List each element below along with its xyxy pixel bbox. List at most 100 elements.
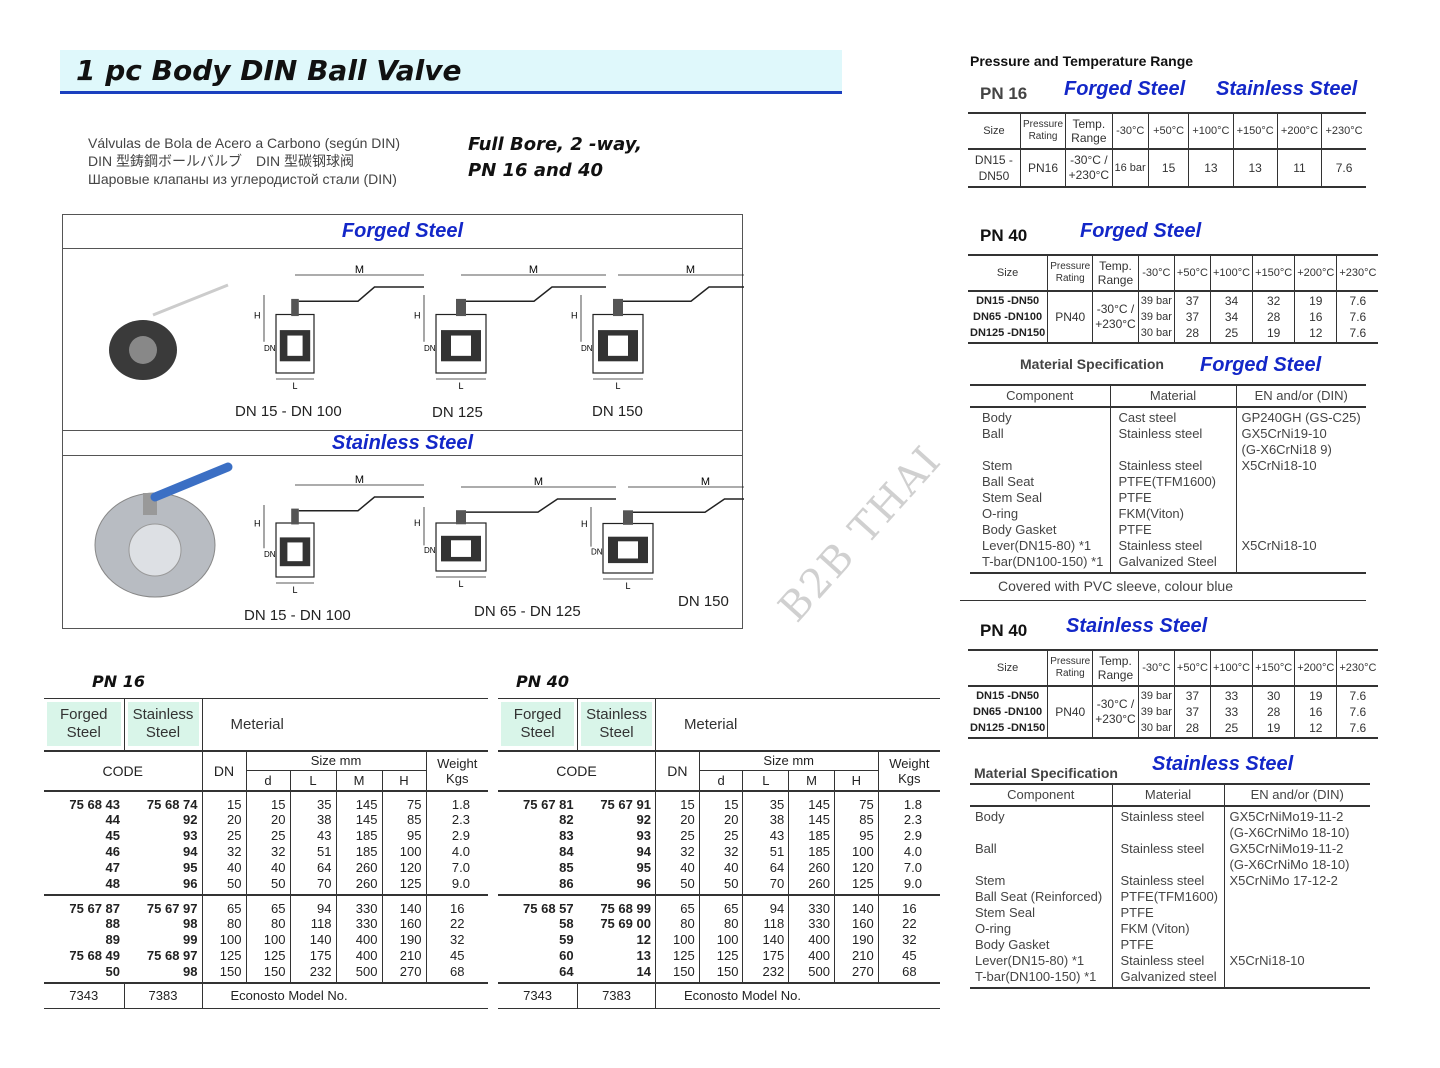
code-forged-cell: 64 — [559, 963, 574, 979]
weight-cell: 1.8 — [425, 790, 488, 812]
d-cell: 50 — [698, 875, 743, 895]
l-cell: 38 — [289, 811, 336, 828]
h-cell: 160 — [833, 915, 879, 932]
pt-cell: DN15 -DN50 DN65 -DN100 DN125 -DN150 — [970, 295, 1046, 339]
caption: DN 15 - DN 100 — [244, 607, 351, 624]
dim-label-h: H — [414, 310, 421, 320]
pt-cell: 39 bar 39 bar 30 bar — [1137, 686, 1175, 738]
size-header: Size mm — [698, 750, 879, 771]
code-forged-cell: 75 68 43 — [69, 796, 120, 812]
pt-table: Size Pressure Rating Temp. Range -30°C +50°C +1… — [968, 649, 1379, 739]
h-cell: 100 — [833, 843, 879, 860]
pt-header-cell: +230°C — [1336, 650, 1379, 687]
pt-header-cell: Temp. Range — [1092, 255, 1139, 292]
weight-cell: 45 — [877, 947, 940, 964]
m-cell: 330 — [788, 915, 835, 932]
code-stainless-cell: 75 67 97 — [146, 900, 198, 916]
weight-cell: 7.0 — [425, 859, 488, 876]
code-stainless-cell: 93 — [636, 828, 651, 843]
d-cell: 65 — [245, 894, 290, 916]
h-cell: 95 — [381, 827, 426, 844]
dim-label-dn: DN — [264, 344, 276, 353]
dn-cell: 125 — [201, 947, 246, 964]
size-col-header: M — [788, 770, 835, 791]
dn-cell: 150 — [201, 963, 246, 983]
dim-label-dn: DN — [581, 344, 593, 353]
weight-cell: 1.8 — [877, 790, 940, 812]
caption: DN 15 - DN 100 — [235, 403, 342, 420]
subtitle-asian: DIN 型鋳鋼ボールバルブ DIN 型碳钢球阀 — [88, 153, 354, 169]
pt-row: DN15 -DN50 DN65 -DN100 DN125 -DN150 PN40 -30… — [968, 291, 1379, 343]
h-cell: 125 — [833, 875, 879, 895]
table-row: 82 92 20 20 38 145 85 2.3 — [498, 811, 940, 828]
material-spec-header: EN and/or (DIN) — [1223, 784, 1370, 806]
dn-header: DN — [201, 750, 246, 792]
dn-cell: 80 — [654, 915, 700, 932]
valve-drawings: M H DN L M H DN L M H DN L M H DN L M H DN L M H DN L — [94, 264, 744, 598]
m-cell: 260 — [335, 859, 382, 876]
l-cell: 118 — [742, 915, 789, 932]
size-col-header: H — [833, 770, 879, 791]
h-cell: 270 — [381, 963, 426, 983]
m-cell: 260 — [788, 875, 835, 895]
code-header: CODE — [44, 750, 202, 792]
code-stainless-cell: 75 68 74 — [146, 796, 198, 812]
code-stainless-cell: 12 — [636, 932, 651, 947]
weight-cell: 2.9 — [425, 827, 488, 844]
material-spec-header: Material — [1111, 784, 1224, 806]
m-cell: 185 — [788, 827, 835, 844]
material-label: Stainless Steel — [1216, 78, 1358, 100]
l-cell: 175 — [289, 947, 336, 964]
weight-cell: 68 — [877, 963, 940, 983]
d-cell: 15 — [245, 790, 290, 812]
dn-cell: 100 — [654, 931, 700, 948]
l-cell: 38 — [742, 811, 789, 828]
dim-label-l: L — [458, 381, 463, 391]
code-forged-cell: 44 — [105, 812, 120, 827]
pn40-code-table: PN 40 Forged Steel Stainless Steel Meterial CO… — [498, 672, 940, 1009]
pt-header-cell: +230°C — [1336, 255, 1379, 292]
pt-header-cell: +50°C — [1173, 650, 1211, 687]
h-cell: 120 — [381, 859, 426, 876]
table-row: 58 75 69 00 80 80 118 330 160 22 — [498, 915, 940, 932]
l-cell: 35 — [742, 790, 789, 812]
weight-cell: 32 — [877, 931, 940, 948]
code-forged-cell: 75 68 49 — [69, 948, 120, 963]
d-cell: 125 — [698, 947, 743, 964]
dn-cell: 40 — [201, 859, 246, 876]
pn-label: PN 40 — [980, 226, 1028, 245]
pt-cell: DN15 - DN50 — [974, 153, 1013, 183]
weight-cell: 4.0 — [425, 843, 488, 860]
valve-bore-photo — [128, 523, 182, 577]
dn-cell: 15 — [654, 790, 700, 812]
h-cell: 140 — [381, 894, 426, 916]
weight-cell: 9.0 — [877, 875, 940, 895]
weight-cell: 16 — [877, 894, 940, 916]
h-cell: 140 — [833, 894, 879, 916]
h-cell: 75 — [833, 790, 879, 812]
pt-header-cell: -30°C — [1111, 113, 1149, 150]
handle-lever — [298, 286, 424, 302]
dn-cell: 80 — [201, 915, 246, 932]
features: Full Bore, 2 -way, PN 16 and 40 — [468, 132, 642, 184]
code-stainless-cell: 98 — [183, 916, 198, 931]
stainless-label: Stainless Steel — [331, 432, 474, 454]
stainless-steel-header: Stainless Steel — [581, 702, 652, 747]
pt-header-cell: Temp. Range — [1065, 113, 1112, 150]
code-stainless-cell: 93 — [183, 828, 198, 843]
component-cell: Body Ball Stem Ball Seat (Reinforced) Stem S… — [975, 809, 1103, 984]
table-row: 64 14 150 150 232 500 270 68 — [498, 963, 940, 983]
code-stainless-cell: 13 — [636, 948, 651, 963]
code-stainless-cell: 94 — [183, 844, 198, 859]
subtitle-spanish: Válvulas de Bola de Acero a Carbono (seg… — [88, 135, 401, 151]
material-spec-header: Material — [1109, 385, 1236, 407]
dim-label-m: M — [355, 264, 364, 276]
dim-label-dn: DN — [424, 344, 436, 353]
d-cell: 40 — [245, 859, 290, 876]
code-forged-cell: 50 — [105, 963, 120, 979]
h-cell: 160 — [381, 915, 426, 932]
l-cell: 43 — [742, 827, 789, 844]
m-cell: 330 — [788, 894, 835, 916]
model-label: Econosto Model No. — [201, 982, 488, 1009]
size-col-header: d — [698, 770, 743, 791]
